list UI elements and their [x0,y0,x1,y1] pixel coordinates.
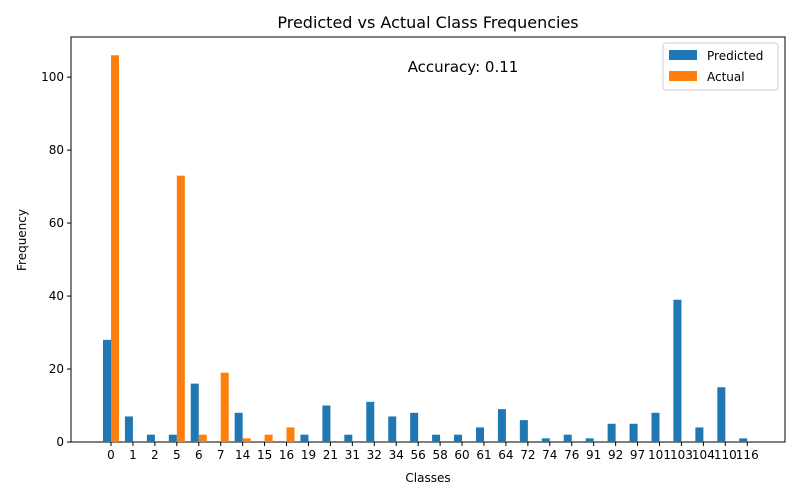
y-tick-label-80: 80 [49,143,64,157]
bar-predicted-34 [388,416,397,442]
accuracy-annotation: Accuracy: 0.11 [408,58,519,76]
bars [103,55,748,443]
bar-predicted-6 [190,383,199,442]
x-tick-label-34: 34 [389,448,404,462]
x-tick-label-101: 101 [648,448,671,462]
legend-label-actual: Actual [707,70,745,84]
y-axis: 0 20 40 60 80 100 [41,70,71,449]
x-tick-label-116: 116 [736,448,759,462]
bar-predicted-14 [234,412,243,442]
bar-predicted-1 [124,416,133,442]
x-tick-label-5: 5 [173,448,181,462]
x-tick-label-19: 19 [301,448,316,462]
x-tick-label-31: 31 [345,448,360,462]
x-axis: 0 1 2 5 6 7 14 15 16 19 21 31 32 34 56 58 60 61 64 72 74 76 91… [107,442,759,462]
bar-predicted-21 [322,405,331,442]
x-tick-label-91: 91 [586,448,601,462]
x-tick-label-74: 74 [542,448,557,462]
legend: Predicted Actual [662,42,779,91]
bar-actual-14 [242,438,251,442]
bar-predicted-97 [629,423,638,442]
x-tick-label-14: 14 [235,448,250,462]
y-axis-label: Frequency [15,209,29,271]
legend-label-predicted: Predicted [707,49,763,63]
x-tick-label-103: 103 [670,448,693,462]
x-tick-label-97: 97 [630,448,645,462]
bar-predicted-60 [454,434,463,442]
bar-predicted-72 [519,420,528,442]
x-tick-label-92: 92 [608,448,623,462]
y-tick-label-40: 40 [49,289,64,303]
bar-predicted-61 [475,427,484,442]
bar-predicted-110 [717,387,726,442]
bar-predicted-103 [673,299,682,442]
bar-predicted-104 [695,427,704,442]
x-tick-label-15: 15 [257,448,272,462]
x-tick-label-64: 64 [498,448,513,462]
bar-predicted-92 [607,423,616,442]
x-tick-label-2: 2 [151,448,159,462]
bar-predicted-56 [410,412,419,442]
bar-actual-6 [198,434,207,442]
bar-actual-0 [111,55,119,443]
bar-predicted-116 [739,438,748,442]
bar-actual-16 [286,427,295,442]
y-tick-label-0: 0 [56,435,64,449]
x-tick-label-72: 72 [520,448,535,462]
x-tick-label-104: 104 [692,448,715,462]
x-tick-label-7: 7 [217,448,225,462]
bar-predicted-58 [432,434,441,442]
x-tick-label-60: 60 [454,448,469,462]
x-axis-label: Classes [405,471,450,485]
legend-swatch-predicted [669,50,697,60]
x-tick-label-6: 6 [195,448,203,462]
bar-predicted-74 [541,438,550,442]
x-tick-label-58: 58 [432,448,447,462]
x-tick-label-110: 110 [714,448,737,462]
bar-predicted-5 [168,434,177,442]
bar-actual-7 [220,372,229,442]
bar-predicted-76 [563,434,572,442]
x-tick-label-61: 61 [476,448,491,462]
bar-actual-15 [264,434,273,442]
legend-swatch-actual [669,71,697,81]
y-tick-label-100: 100 [41,70,64,84]
x-tick-label-56: 56 [411,448,426,462]
chart-title: Predicted vs Actual Class Frequencies [277,13,578,32]
bar-predicted-32 [366,401,375,442]
bar-predicted-31 [344,434,353,442]
bar-predicted-2 [146,434,155,442]
plot-area [70,36,786,443]
x-tick-label-21: 21 [323,448,338,462]
bar-predicted-19 [300,434,309,442]
x-tick-label-0: 0 [107,448,115,462]
bar-predicted-64 [497,409,506,442]
x-tick-label-32: 32 [367,448,382,462]
x-tick-label-16: 16 [279,448,294,462]
y-tick-label-60: 60 [49,216,64,230]
bar-predicted-91 [585,438,594,442]
x-tick-label-1: 1 [129,448,137,462]
bar-predicted-101 [651,412,660,442]
x-tick-label-76: 76 [564,448,579,462]
bar-predicted-0 [103,339,111,442]
bar-actual-5 [176,175,185,442]
y-tick-label-20: 20 [49,362,64,376]
